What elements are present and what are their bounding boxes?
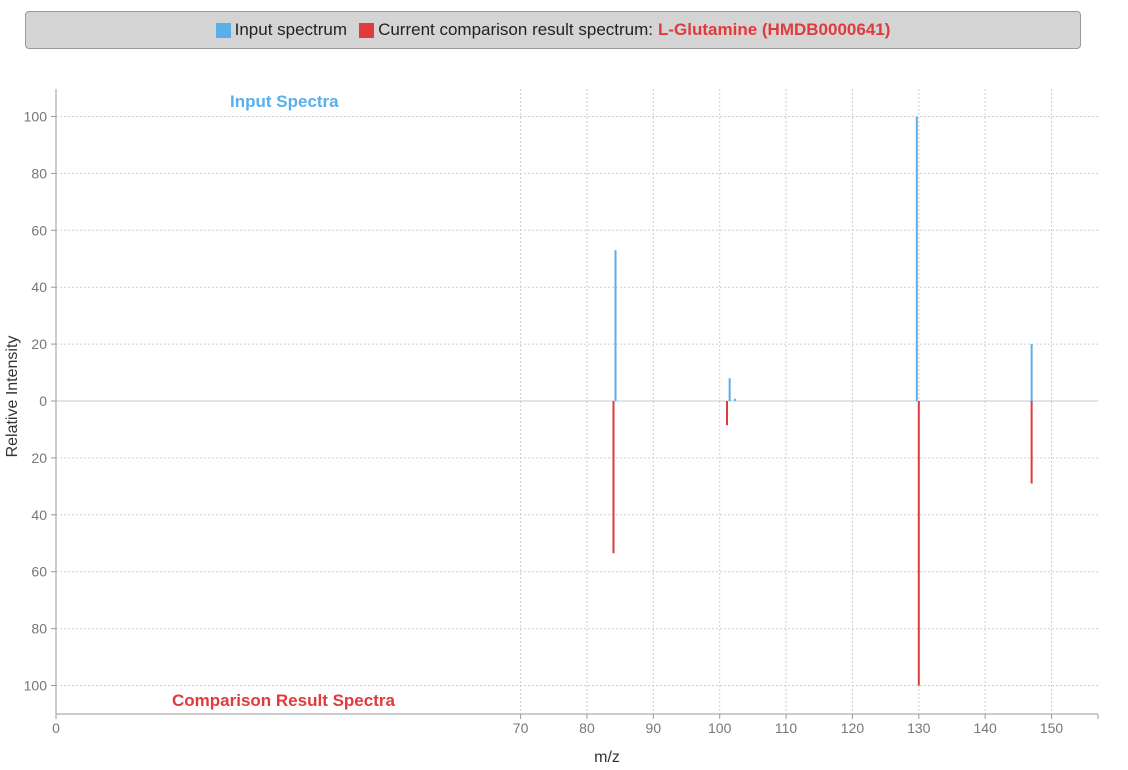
y-tick-label: 0 bbox=[39, 393, 47, 409]
legend-input-label: Input spectrum bbox=[234, 20, 348, 39]
legend-comparison-label: Current comparison result spectrum: bbox=[378, 20, 653, 39]
x-tick-label: 110 bbox=[775, 720, 798, 736]
x-tick-label: 150 bbox=[1040, 720, 1064, 736]
y-tick-label: 40 bbox=[31, 279, 47, 295]
x-tick-label: 80 bbox=[579, 720, 595, 736]
y-tick-label: 100 bbox=[24, 109, 48, 125]
y-tick-label: 80 bbox=[31, 621, 47, 637]
x-tick-label: 70 bbox=[513, 720, 529, 736]
x-tick-label: 120 bbox=[841, 720, 865, 736]
y-tick-label: 20 bbox=[31, 336, 47, 352]
y-tick-label: 20 bbox=[31, 450, 47, 466]
input-swatch-icon bbox=[215, 22, 231, 38]
y-tick-label: 60 bbox=[31, 222, 47, 238]
x-tick-label: 90 bbox=[646, 720, 662, 736]
comparison-swatch-icon bbox=[359, 22, 375, 38]
x-tick-label: 100 bbox=[708, 720, 732, 736]
x-axis-label: m/z bbox=[594, 749, 620, 766]
y-tick-label: 40 bbox=[31, 507, 47, 523]
x-tick-label: 140 bbox=[973, 720, 997, 736]
y-tick-label: 100 bbox=[24, 678, 48, 694]
y-tick-label: 80 bbox=[31, 165, 47, 181]
legend-item-input[interactable]: Input spectrum bbox=[215, 20, 348, 40]
legend: Input spectrum Current comparison result… bbox=[25, 11, 1081, 49]
compound-name: L-Glutamine (HMDB0000641) bbox=[658, 20, 891, 39]
x-tick-label: 130 bbox=[907, 720, 931, 736]
comparison-spectra-label: Comparison Result Spectra bbox=[172, 691, 395, 710]
y-axis-label: Relative Intensity bbox=[4, 336, 21, 458]
y-tick-label: 60 bbox=[31, 564, 47, 580]
x-tick-label: 0 bbox=[52, 720, 60, 736]
input-spectra-label: Input Spectra bbox=[230, 92, 339, 111]
legend-item-comparison[interactable]: Current comparison result spectrum: L-Gl… bbox=[359, 20, 890, 40]
